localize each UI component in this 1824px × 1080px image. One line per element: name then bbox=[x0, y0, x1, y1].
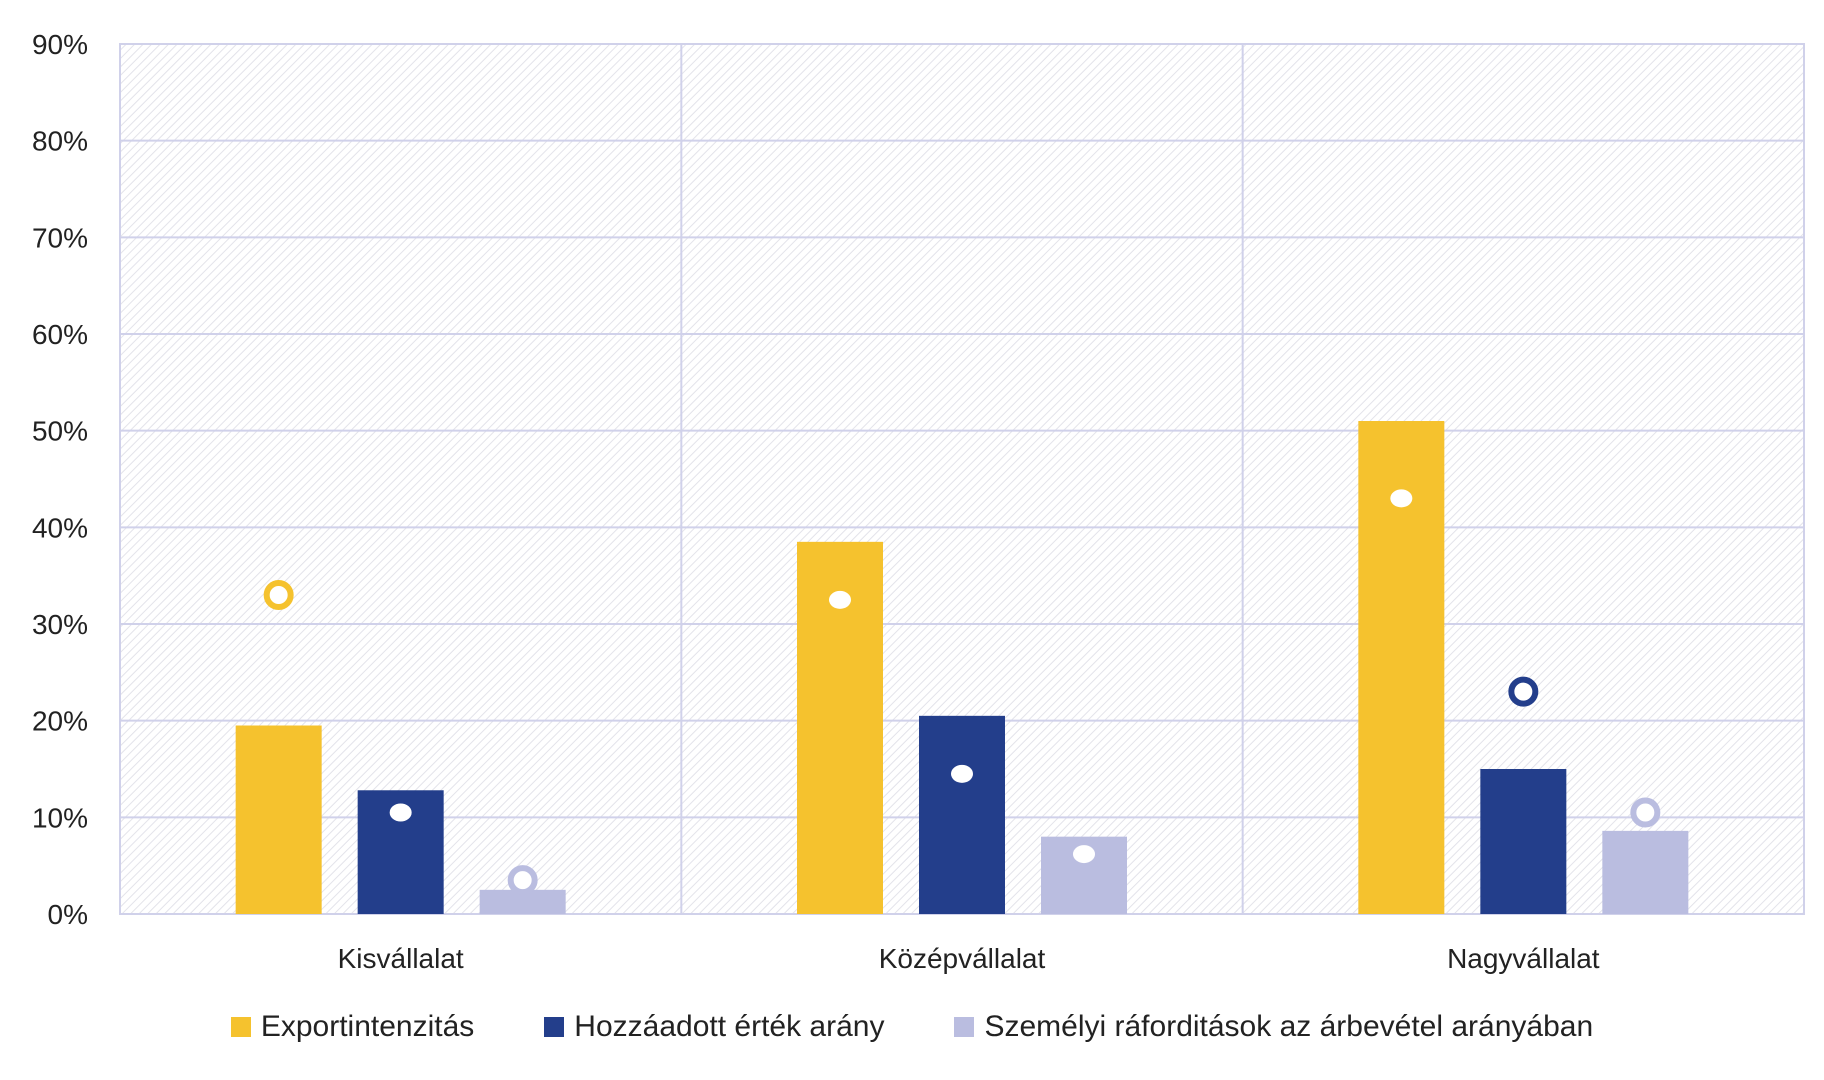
legend-label-value-added: Hozzáadott érték arány bbox=[574, 1010, 885, 1043]
marker bbox=[263, 580, 294, 610]
legend-label-personnel: Személyi ráforditások az árbevétel arány… bbox=[984, 1010, 1594, 1043]
y-tick-label: 40% bbox=[32, 512, 88, 543]
legend: Exportintenzitás Hozzáadott érték arány … bbox=[0, 1010, 1824, 1044]
marker bbox=[829, 590, 851, 609]
y-tick-label: 0% bbox=[48, 899, 88, 930]
bar bbox=[919, 715, 1005, 914]
x-axis: Kisvállalat Középvállalat Nagyvállalat bbox=[338, 943, 1600, 974]
marker bbox=[1390, 489, 1413, 508]
y-tick-label: 10% bbox=[32, 802, 88, 833]
legend-item-value-added: Hozzáadott érték arány bbox=[544, 1010, 884, 1044]
bar bbox=[235, 725, 322, 914]
x-category-label: Kisvállalat bbox=[338, 943, 464, 974]
y-tick-label: 20% bbox=[32, 706, 88, 737]
legend-swatch-value-added bbox=[544, 1017, 565, 1037]
y-tick-label: 80% bbox=[32, 126, 88, 157]
marker bbox=[1630, 797, 1661, 828]
x-category-label: Nagyvállalat bbox=[1447, 943, 1600, 974]
marker bbox=[1073, 845, 1095, 864]
y-tick-label: 90% bbox=[32, 29, 88, 60]
marker bbox=[1508, 676, 1539, 707]
legend-item-export: Exportintenzitás bbox=[230, 1010, 475, 1044]
y-tick-label: 50% bbox=[32, 416, 88, 447]
legend-swatch-personnel bbox=[954, 1017, 975, 1037]
marker bbox=[951, 764, 973, 783]
y-tick-label: 60% bbox=[32, 319, 88, 350]
legend-label-export: Exportintenzitás bbox=[260, 1010, 475, 1043]
legend-item-personnel: Személyi ráforditások az árbevétel arány… bbox=[954, 1010, 1593, 1044]
bar-chart: 0% 10% 20% 30% 40% 50% 60% 70% 80% 90% Kisvállala… bbox=[32, 29, 1805, 974]
bars bbox=[235, 421, 1689, 914]
y-axis: 0% 10% 20% 30% 40% 50% 60% 70% 80% 90% bbox=[32, 29, 88, 930]
y-tick-label: 70% bbox=[32, 222, 88, 253]
marker bbox=[507, 865, 538, 896]
marker bbox=[389, 803, 412, 822]
legend-swatch-export bbox=[230, 1017, 251, 1037]
x-category-label: Középvállalat bbox=[879, 943, 1046, 974]
bar bbox=[1480, 769, 1567, 914]
bar bbox=[1602, 830, 1689, 914]
markers bbox=[263, 489, 1661, 896]
y-tick-label: 30% bbox=[32, 609, 88, 640]
